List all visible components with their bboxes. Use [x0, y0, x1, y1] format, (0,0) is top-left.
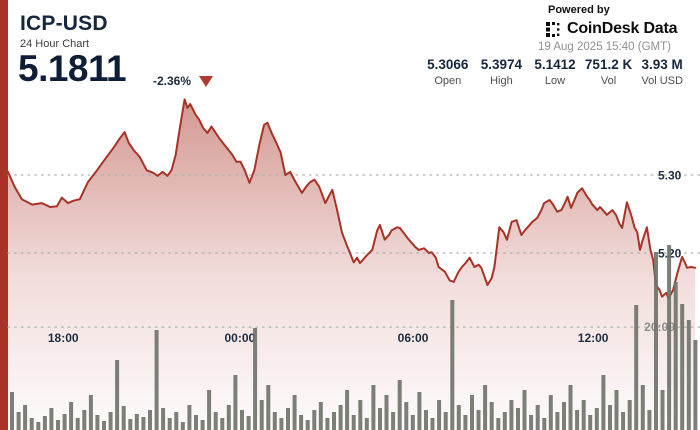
svg-text:5.30: 5.30 [658, 169, 682, 183]
price-change-percent: -2.36% [153, 74, 192, 88]
svg-text:06:00: 06:00 [398, 331, 429, 345]
stat-low-value: 5.1412 [534, 57, 576, 72]
price-change: -2.36% [153, 74, 214, 88]
svg-text:12:00: 12:00 [578, 331, 609, 345]
stat-vol: 751.2 K Vol [582, 57, 636, 87]
stat-open: 5.3066 Open [421, 57, 475, 87]
stat-vol-label: Vol [600, 75, 617, 87]
chart-timestamp: 19 Aug 2025 15:40 (GMT) [538, 41, 671, 53]
stat-vol-usd-label: Vol USD [641, 75, 683, 87]
symbol-title: ICP-USD [20, 12, 108, 35]
stat-high: 5.3974 High [475, 57, 529, 87]
stat-vol-usd-value: 3.93 M [641, 57, 683, 72]
stat-high-value: 5.3974 [480, 57, 523, 72]
coindesk-brand-text: CoinDesk Data [567, 20, 678, 37]
stat-high-label: High [490, 75, 513, 87]
current-price: 5.1811 [18, 48, 127, 89]
market-stats-row: 5.3066 Open 5.3974 High 5.1412 Low 751.2… [421, 57, 689, 87]
stat-low: 5.1412 Low [528, 57, 582, 87]
svg-text:18:00: 18:00 [48, 331, 79, 345]
left-accent-bar [0, 0, 8, 430]
arrow-down-icon [199, 75, 214, 87]
powered-by-label: Powered by [548, 4, 610, 16]
stat-low-label: Low [544, 75, 566, 87]
coindesk-logo-icon [546, 21, 560, 37]
stat-vol-value: 751.2 K [584, 57, 633, 72]
stat-open-label: Open [434, 75, 462, 87]
stat-vol-usd: 3.93 M Vol USD [635, 57, 689, 87]
coindesk-data-logo: CoinDesk Data [545, 20, 678, 38]
stat-open-value: 5.3066 [427, 57, 469, 72]
chart-subtitle: 24 Hour Chart [20, 38, 90, 50]
svg-text:00:00: 00:00 [224, 331, 255, 345]
